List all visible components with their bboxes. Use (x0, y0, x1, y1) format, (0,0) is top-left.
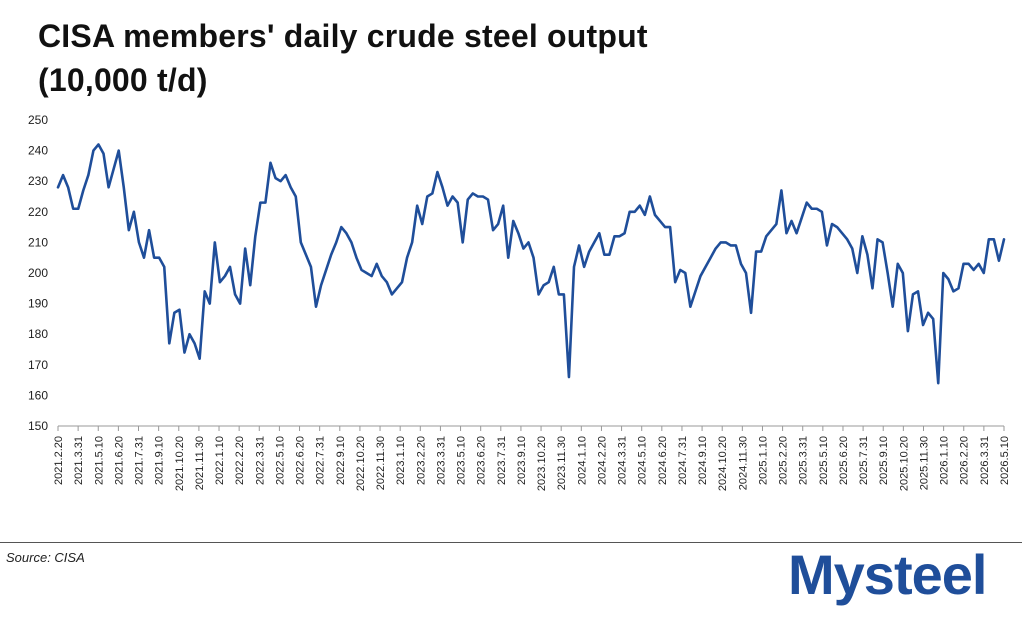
x-tick-label: 2021.9.10 (154, 436, 166, 485)
x-tick-label: 2021.5.10 (93, 436, 105, 485)
y-tick-label: 250 (28, 113, 48, 127)
x-tick-label: 2025.2.20 (778, 436, 790, 485)
chart-title-line2: (10,000 t/d) (38, 62, 208, 98)
line-chart: 150 160 170 180 190 200 210 220 230 240 250 2021.2… (28, 113, 1011, 491)
logo-text: Mysteel (788, 543, 987, 606)
x-tick-label: 2022.3.31 (254, 436, 266, 485)
x-tick-label: 2024.11.30 (737, 436, 749, 490)
x-tick-label: 2023.2.20 (415, 436, 427, 485)
x-tick-label: 2021.10.20 (174, 436, 186, 491)
y-tick-label: 150 (28, 419, 48, 433)
y-tick-label: 240 (28, 144, 48, 158)
logo-wordmark: Mysteel (788, 542, 987, 607)
x-tick-label: 2022.11.30 (375, 436, 387, 490)
x-tick-label: 2023.7.31 (496, 436, 508, 485)
x-tick-label: 2025.6.20 (838, 436, 850, 485)
chart-title-line1: CISA members' daily crude steel output (38, 18, 648, 54)
footer-divider (0, 542, 1022, 543)
y-tick-label: 190 (28, 297, 48, 311)
x-tick-label: 2022.10.20 (355, 436, 367, 491)
x-tick-label: 2025.11.30 (918, 436, 930, 490)
x-tick-label: 2023.10.20 (536, 436, 548, 491)
x-tick-label: 2023.6.20 (476, 436, 488, 485)
x-tick-label: 2022.1.10 (214, 436, 226, 485)
source-note: Source: CISA (6, 550, 85, 565)
x-tick-label: 2025.1.10 (757, 436, 769, 485)
x-tick-label: 2021.11.30 (194, 436, 206, 490)
x-tick-label: 2022.5.10 (274, 436, 286, 485)
x-tick-label: 2022.7.31 (315, 436, 327, 485)
y-tick-label: 220 (28, 205, 48, 219)
x-tick-label: 2023.5.10 (456, 436, 468, 485)
x-tick-label: 2026.2.20 (959, 436, 971, 485)
x-tick-label: 2021.2.20 (53, 436, 65, 485)
x-tick-label: 2023.11.30 (556, 436, 568, 490)
y-tick-label: 170 (28, 358, 48, 372)
x-tick-label: 2024.5.10 (637, 436, 649, 485)
x-tick-label: 2024.7.31 (677, 436, 689, 485)
x-tick-label: 2024.10.20 (717, 436, 729, 491)
x-tick-label: 2022.2.20 (234, 436, 246, 485)
y-tick-label: 210 (28, 235, 48, 249)
x-tick-label: 2026.1.10 (939, 436, 951, 485)
x-tick-label: 2025.9.10 (878, 436, 890, 485)
y-tick-label: 200 (28, 266, 48, 280)
x-axis: 2021.2.20 2021.3.31 2021.5.10 2021.6.20 2021… (53, 425, 1011, 491)
y-axis: 150 160 170 180 190 200 210 220 230 240 250 (28, 113, 48, 433)
x-tick-label: 2025.10.20 (898, 436, 910, 491)
x-tick-label: 2025.7.31 (858, 436, 870, 485)
x-tick-label: 2023.3.31 (435, 436, 447, 485)
mysteel-logo: Mysteel (788, 543, 1010, 616)
x-tick-label: 2024.6.20 (657, 436, 669, 485)
x-tick-label: 2022.9.10 (335, 436, 347, 485)
x-tick-label: 2021.3.31 (73, 436, 85, 485)
x-tick-label: 2023.9.10 (516, 436, 528, 485)
x-tick-label: 2024.2.20 (596, 436, 608, 485)
x-tick-label: 2024.3.31 (617, 436, 629, 485)
x-tick-label: 2024.1.10 (576, 436, 588, 485)
x-tick-label: 2026.5.10 (999, 436, 1011, 485)
x-tick-label: 2021.7.31 (134, 436, 146, 485)
x-tick-label: 2026.3.31 (979, 436, 991, 485)
plot-area (56, 143, 1006, 385)
y-tick-label: 160 (28, 388, 48, 402)
x-tick-label: 2025.5.10 (818, 436, 830, 485)
x-tick-label: 2021.6.20 (113, 436, 125, 485)
x-tick-label: 2023.1.10 (395, 436, 407, 485)
x-tick-label: 2024.9.10 (697, 436, 709, 485)
chart-title: CISA members' daily crude steel output (… (38, 14, 648, 102)
y-tick-label: 230 (28, 174, 48, 188)
x-tick-label: 2025.3.31 (798, 436, 810, 485)
y-tick-label: 180 (28, 327, 48, 341)
x-tick-label: 2022.6.20 (295, 436, 307, 485)
series-line-0 (56, 143, 1006, 385)
